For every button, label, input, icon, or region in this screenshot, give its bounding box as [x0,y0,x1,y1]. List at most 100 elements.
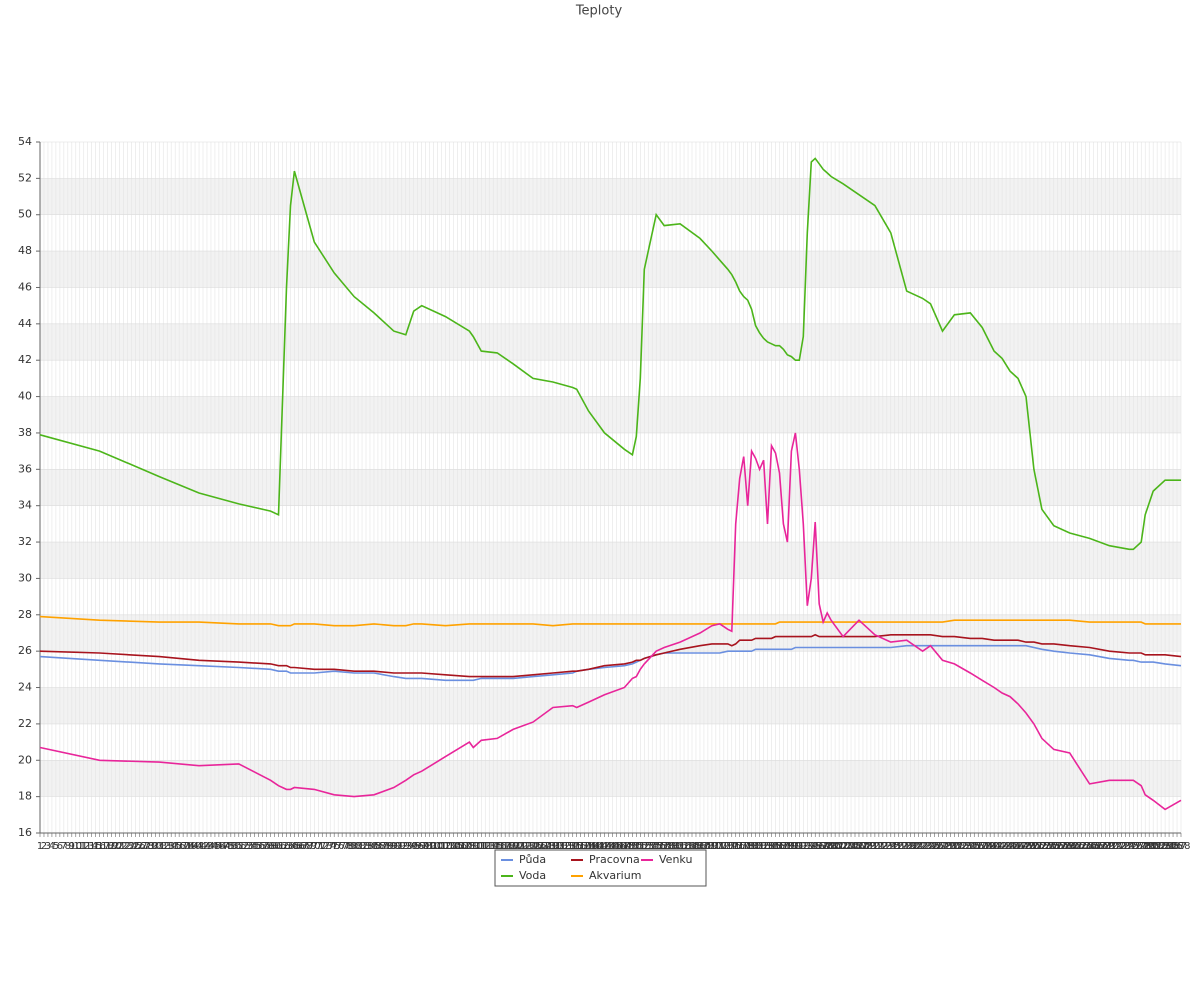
x-tick-label: 137 [571,841,590,852]
x-tick-label: 167 [690,841,709,852]
x-tick-label: 50 [228,841,241,852]
x-tick-label: 181 [746,841,765,852]
x-tick-label: 91 [391,841,404,852]
x-tick-label: 223 [913,841,932,852]
x-tick-label: 242 [989,841,1008,852]
grid-band [40,323,1181,361]
x-tick-label: 213 [873,841,892,852]
x-tick-label: 203 [834,841,853,852]
x-tick-label: 241 [985,841,1004,852]
x-tick-label: 243 [993,841,1012,852]
x-tick-label: 12 [77,841,90,852]
x-tick-label: 157 [651,841,670,852]
x-tick-label: 173 [714,841,733,852]
y-tick-label: 42 [18,353,32,366]
x-tick-label: 156 [647,841,666,852]
x-tick-label: 22 [117,841,130,852]
y-tick-label: 22 [18,717,32,730]
x-tick-label: 100 [424,841,443,852]
x-tick-label: 246 [1004,841,1023,852]
x-tick-label: 6 [57,841,63,852]
x-tick-label: 255 [1040,841,1059,852]
x-tick-label: 145 [603,841,622,852]
x-tick-label: 169 [698,841,717,852]
x-tick-label: 253 [1032,841,1051,852]
x-tick-label: 52 [236,841,249,852]
x-tick-label: 119 [500,841,519,852]
x-tick-label: 127 [531,841,550,852]
x-tick-label: 120 [504,841,523,852]
x-tick-label: 129 [539,841,558,852]
legend-label: Venku [659,853,692,866]
x-tick-label: 227 [929,841,948,852]
x-tick-label: 135 [563,841,582,852]
x-tick-label: 204 [838,841,857,852]
series-line [39,157,1181,551]
x-tick-label: 42 [197,841,210,852]
x-tick-label: 197 [810,841,829,852]
x-tick-label: 105 [444,841,463,852]
x-tick-label: 87 [376,841,389,852]
x-tick-label: 202 [830,841,849,852]
grid-band [40,396,1181,433]
x-tick-label: 122 [512,841,531,852]
x-tick-label: 171 [706,841,725,852]
x-tick-label: 19 [105,841,118,852]
x-tick-label: 40 [189,841,202,852]
x-tick-label: 77 [336,841,349,852]
x-tick-label: 123 [515,841,534,852]
x-tick-label: 272 [1108,841,1127,852]
x-tick-label: 143 [595,841,614,852]
x-tick-label: 69 [304,841,317,852]
x-tick-label: 239 [977,841,996,852]
x-tick-label: 108 [456,841,475,852]
x-tick-label: 55 [248,841,261,852]
x-tick-label: 70 [308,841,321,852]
x-tick-label: 97 [415,841,428,852]
x-tick-label: 144 [599,841,618,852]
x-tick-label: 84 [364,841,377,852]
x-tick-label: 10 [69,841,82,852]
x-tick-label: 178 [734,841,753,852]
x-tick-label: 214 [877,841,896,852]
x-tick-label: 110 [464,841,483,852]
x-tick-label: 187 [770,841,789,852]
x-tick-label: 165 [682,841,701,852]
x-tick-label: 154 [639,841,658,852]
x-tick-label: 193 [794,841,813,852]
x-tick-label: 207 [849,841,868,852]
x-tick-label: 92 [395,841,408,852]
grid-band [40,687,1181,724]
x-tick-label: 235 [961,841,980,852]
x-tick-label: 13 [81,841,94,852]
x-tick-label: 288 [1171,841,1190,852]
x-tick-label: 260 [1060,841,1079,852]
x-tick-label: 215 [881,841,900,852]
x-tick-label: 44 [205,841,218,852]
x-tick-label: 57 [256,841,269,852]
x-tick-label: 196 [806,841,825,852]
x-tick-label: 280 [1140,841,1159,852]
x-tick-label: 238 [973,841,992,852]
x-tick-label: 109 [460,841,479,852]
x-tick-label: 233 [953,841,972,852]
x-tick-label: 185 [762,841,781,852]
y-tick-label: 40 [18,390,32,403]
x-tick-label: 263 [1072,841,1091,852]
x-tick-label: 236 [965,841,984,852]
x-tick-label: 29 [145,841,158,852]
x-tick-label: 282 [1148,841,1167,852]
x-tick-label: 159 [659,841,678,852]
x-tick-label: 126 [527,841,546,852]
x-tick-label: 98 [419,841,432,852]
x-tick-label: 200 [822,841,841,852]
x-tick-label: 5 [53,841,59,852]
x-tick-label: 48 [220,841,233,852]
x-tick-label: 114 [480,841,499,852]
x-tick-label: 168 [694,841,713,852]
x-tick-label: 209 [857,841,876,852]
x-tick-label: 278 [1132,841,1151,852]
x-tick-label: 190 [782,841,801,852]
x-tick-label: 271 [1104,841,1123,852]
